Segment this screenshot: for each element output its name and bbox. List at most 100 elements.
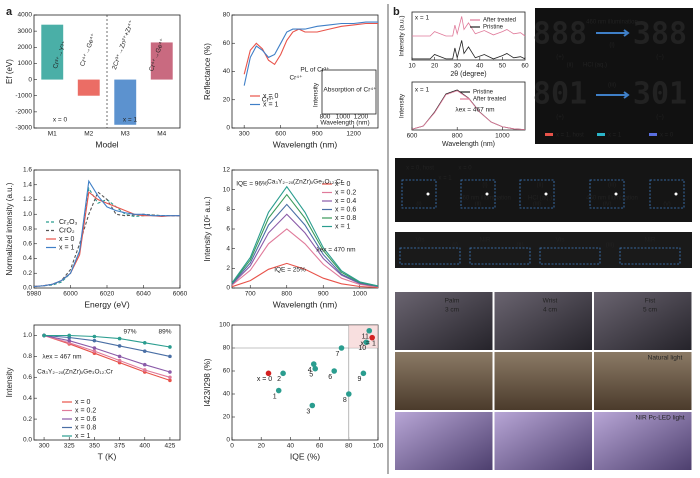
step-label: (ii): [537, 183, 544, 189]
series-marker: [142, 368, 147, 372]
series-line: [243, 21, 378, 86]
legend-label: x = 0: [59, 236, 74, 243]
photo: [494, 352, 592, 410]
digit-sign: (−): [656, 55, 664, 61]
point-label: 9: [357, 376, 361, 383]
x-tick-label: M2: [84, 131, 93, 138]
annotation: IQE = 96%: [236, 181, 268, 188]
x-tick-label: 1000: [353, 291, 368, 298]
photo-label: 3 cm: [445, 307, 459, 314]
vis-nir-label: (i): [452, 242, 458, 249]
series-line: [231, 185, 379, 287]
photo-label: 4 cm: [543, 307, 557, 314]
y-tick-label: -2000: [15, 109, 32, 116]
vis-nir-label: NIR: [644, 237, 656, 244]
schematic-label: x = 0, host: [406, 166, 434, 172]
y-axis-label: Reflectance (%): [203, 43, 212, 100]
photo-label: Natural light: [648, 355, 683, 362]
legend-label: x = 1: [263, 101, 278, 108]
point-label: 2: [277, 376, 281, 383]
schematic-label: x = 1: [438, 176, 452, 182]
series-marker: [168, 375, 172, 380]
y-tick-label: 4: [226, 245, 230, 252]
series-marker: [67, 338, 72, 343]
y-tick-label: 0: [28, 76, 32, 83]
x-tick-label: 325: [64, 443, 75, 450]
legend-label: x = 0.8: [75, 424, 96, 431]
legend-label: x = 0.6: [75, 416, 96, 423]
series-line: [33, 179, 180, 288]
bar: [41, 24, 64, 80]
legend-label: Cr₂O₃: [59, 219, 78, 226]
y-tick-label: 0.6: [23, 240, 32, 247]
scatter-point: [280, 370, 286, 377]
series-line: [43, 334, 171, 381]
spot: [614, 192, 618, 196]
photo: [395, 292, 493, 350]
scatter-point: [265, 370, 272, 377]
arrow: [596, 29, 630, 99]
schematic-label: x = 0: [458, 166, 472, 172]
point-label: 10: [358, 345, 366, 352]
y-tick-label: 6: [226, 226, 230, 233]
x-tick-label: 6060: [173, 291, 188, 298]
y-tick-label: 0.0: [23, 437, 32, 444]
y-tick-label: 0.8: [23, 353, 32, 360]
x-axis-label: Wavelength (nm): [273, 139, 338, 149]
stage-box: [589, 179, 625, 209]
scatter-point: [369, 334, 375, 341]
digit-sign: (+): [556, 115, 564, 121]
digit-display: 888: [533, 17, 587, 52]
digit-sign: (−): [656, 115, 664, 121]
y-tick-label: 0: [226, 285, 230, 292]
y-axis-label: Normalized intensity (a.u.): [5, 182, 14, 275]
legend-label: x = 0.6: [335, 206, 356, 213]
y-axis-label: Intensity: [5, 368, 14, 398]
annotation: IQE = 25%: [274, 267, 306, 274]
x-tick-label: 600: [275, 131, 286, 138]
photo: [594, 412, 692, 470]
series-marker: [168, 378, 172, 383]
series-marker: [117, 344, 122, 348]
y-tick-label: 80: [223, 345, 231, 352]
series-line: [43, 334, 171, 378]
scatter-point: [338, 345, 345, 351]
x-tick-label: 600: [407, 133, 418, 140]
annotation: λex = 470 nm: [316, 247, 355, 254]
series-marker: [142, 349, 147, 353]
x-axis-label: Model: [95, 139, 118, 149]
legend-label: Pristine: [473, 90, 494, 96]
annotation: λex = 467 nm: [455, 107, 494, 114]
photo-label: 5 cm: [643, 307, 657, 314]
point-label: 1: [273, 393, 277, 400]
x-tick-label: 20: [431, 63, 439, 70]
y-tick-label: 2: [226, 265, 230, 272]
x-tick-label: 60: [521, 63, 529, 70]
series-line: [231, 228, 379, 288]
legend-label: x = 0.2: [75, 407, 96, 414]
x-tick-label: 6040: [136, 291, 151, 298]
y-tick-label: 8: [226, 206, 230, 213]
y-tick-label: 2000: [18, 44, 33, 51]
series-marker: [92, 334, 97, 339]
point-label: 5: [309, 372, 313, 379]
y-tick-label: 60: [223, 40, 231, 47]
inset-frame: [321, 69, 377, 115]
y-tick-label: 1.4: [23, 181, 32, 188]
digit-sign: (+): [556, 55, 564, 61]
point-label: 7: [336, 351, 340, 358]
legend-label: x = 0.2: [335, 189, 356, 196]
x-axis-label: IQE (%): [290, 451, 320, 461]
y-tick-label: 12: [223, 167, 231, 174]
y-axis-label: Intensity: [399, 93, 406, 118]
plot-frame: [33, 169, 181, 289]
y-tick-label: 0.2: [23, 416, 32, 423]
x-tick-label: 6000: [63, 291, 78, 298]
y-tick-label: 0.0: [23, 285, 32, 292]
y-tick-label: 1000: [18, 60, 33, 67]
legend-label: x = 0: [263, 93, 278, 100]
stage-box: [460, 179, 496, 209]
y-tick-label: 40: [223, 68, 231, 75]
series-marker: [117, 336, 122, 341]
legend-label: x = 1: [75, 433, 90, 440]
